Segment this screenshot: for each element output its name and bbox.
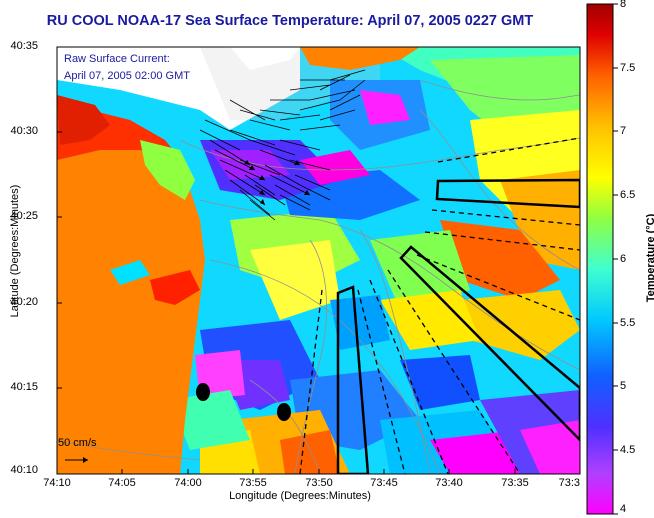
scale-label: 50 cm/s: [58, 437, 97, 449]
y-tick-label: 40:20: [10, 296, 38, 308]
dashed-transects: [299, 137, 580, 474]
colorbar-tick-label: 7.5: [620, 62, 636, 74]
solid-transects: [336, 178, 580, 474]
colorbar-tick-label: 8: [620, 0, 627, 10]
colorbar-tick-label: 5: [620, 380, 627, 392]
map-area: [57, 47, 580, 474]
y-tick-label: 40:10: [10, 464, 38, 476]
sst-patches: [57, 47, 580, 474]
colorbar-tick-label: 7: [620, 125, 627, 137]
colorbar-tick-label: 4.5: [620, 444, 636, 456]
colorbar-tick-label: 6: [620, 253, 627, 265]
colorbar-label: Temperature (°C): [645, 213, 654, 303]
y-tick-label: 40:15: [10, 381, 38, 393]
x-tick-label: 74:00: [174, 477, 202, 489]
map-title: RU COOL NOAA-17 Sea Surface Temperature:…: [46, 13, 534, 29]
land-new-jersey: [57, 150, 205, 474]
axis-tick-marks: [56, 46, 581, 475]
x-tick-label: 74:05: [108, 477, 136, 489]
current-info-line2: April 07, 2005 02:00 GMT: [64, 70, 190, 82]
current-info-line1: Raw Surface Current:: [64, 53, 170, 65]
x-tick-label: 73:50: [305, 477, 333, 489]
current-arrowheads: [244, 160, 310, 205]
colorbar-tick-label: 6.5: [620, 189, 636, 201]
x-tick-label: 74:10: [43, 477, 71, 489]
x-tick-label: 73:35: [501, 477, 529, 489]
colorbar-tick-label: 4: [620, 503, 627, 515]
x-axis-label: Longitude (Degrees:Minutes): [229, 490, 371, 502]
marker-station-1: [196, 383, 210, 401]
colorbar-tick-label: 5.5: [620, 317, 636, 329]
marker-station-2: [277, 403, 291, 421]
land-north: [300, 47, 420, 70]
x-tick-label: 73:45: [370, 477, 398, 489]
x-tick-label: 73:3: [558, 477, 580, 489]
y-tick-label: 40:30: [10, 125, 38, 137]
colorbar-tick-marks: [613, 3, 618, 515]
y-tick-label: 40:25: [10, 210, 38, 222]
colorbar: [586, 3, 614, 515]
x-tick-label: 73:55: [239, 477, 267, 489]
current-vectors: [199, 69, 366, 221]
x-tick-label: 73:40: [435, 477, 463, 489]
y-tick-label: 40:35: [10, 40, 38, 52]
y-axis-label: Latitude (Degrees:Minutes): [9, 184, 21, 318]
